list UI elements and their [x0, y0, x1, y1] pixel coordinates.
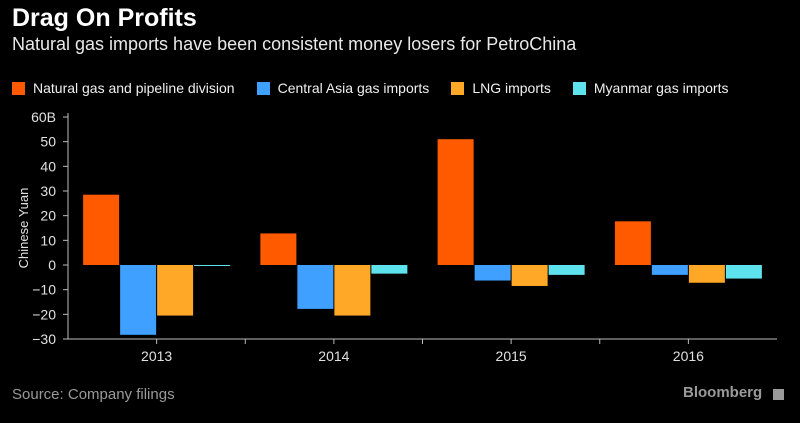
- bar: [194, 265, 231, 266]
- chart-title: Drag On Profits: [12, 4, 197, 32]
- legend-swatch: [572, 81, 586, 95]
- legend-item-lng: LNG imports: [451, 80, 551, 96]
- brand-logo: Bloomberg: [683, 384, 763, 401]
- bar: [371, 265, 408, 274]
- legend-item-central-asia: Central Asia gas imports: [256, 80, 430, 96]
- y-tick-label: 20: [40, 208, 56, 224]
- y-axis-label: Chinese Yuan: [16, 188, 31, 269]
- y-tick-label: −30: [32, 331, 56, 347]
- bar: [651, 265, 688, 275]
- legend: Natural gas and pipeline division Centra…: [12, 80, 728, 96]
- y-tick-label: 60B: [31, 109, 56, 125]
- bar: [260, 233, 297, 265]
- y-tick-label: −20: [32, 306, 56, 322]
- bar: [474, 265, 511, 281]
- bar: [157, 265, 194, 316]
- bar: [120, 265, 157, 335]
- legend-item-natural-gas: Natural gas and pipeline division: [12, 80, 235, 96]
- source-note: Source: Company filings: [12, 386, 175, 403]
- legend-swatch: [451, 81, 465, 95]
- bar: [548, 265, 585, 275]
- legend-item-myanmar: Myanmar gas imports: [572, 80, 729, 96]
- legend-swatch: [12, 81, 25, 95]
- bar: [614, 221, 651, 265]
- legend-label: LNG imports: [472, 80, 551, 96]
- legend-swatch: [256, 81, 270, 95]
- bar: [83, 194, 120, 265]
- bar: [688, 265, 725, 283]
- y-tick-label: 30: [40, 183, 56, 199]
- chart-subtitle: Natural gas imports have been consistent…: [12, 34, 577, 54]
- legend-label: Central Asia gas imports: [277, 80, 430, 96]
- bar: [511, 265, 548, 286]
- y-tick-label: −10: [32, 282, 56, 298]
- y-tick-label: 10: [40, 232, 56, 248]
- x-tick-label: 2014: [318, 348, 349, 364]
- legend-label: Myanmar gas imports: [593, 80, 729, 96]
- x-tick-label: 2016: [673, 348, 704, 364]
- y-tick-label: 0: [48, 257, 56, 273]
- bar: [725, 265, 762, 279]
- x-tick-label: 2013: [141, 348, 172, 364]
- y-tick-label: 40: [40, 158, 56, 174]
- x-tick-label: 2015: [496, 348, 527, 364]
- y-tick-label: 50: [40, 134, 56, 150]
- legend-label: Natural gas and pipeline division: [33, 80, 235, 96]
- brand-icon: [773, 389, 784, 400]
- bar: [437, 139, 474, 265]
- bar: [297, 265, 334, 309]
- bar: [334, 265, 371, 316]
